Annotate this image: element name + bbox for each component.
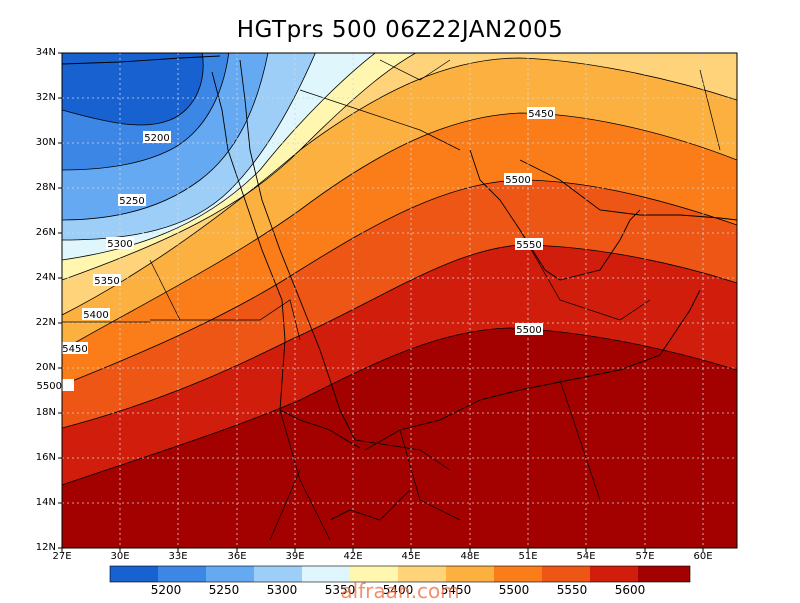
colorbar-swatch [302,566,350,582]
colorbar-swatch [494,566,542,582]
colorbar-label: 5550 [556,583,588,597]
contour-label: 5500 [37,381,62,392]
contour-label-bg [143,131,171,143]
map-title: HGTprs 500 06Z22JAN2005 [236,17,564,43]
lat-label: 14N [35,497,56,508]
borders [62,59,721,541]
lat-label: 34N [35,47,56,58]
lon-label: 51E [518,551,538,562]
contour-label-bg [515,323,543,335]
contour-label: 5250 [119,196,144,207]
colorbar-swatch [398,566,446,582]
colorbar-label: 5500 [498,583,530,597]
lat-label: 20N [35,362,56,373]
colorbar-swatch [542,566,590,582]
lat-label: 26N [35,227,56,238]
colorbar-label: 5200 [150,583,182,597]
gulf-coast [469,149,641,281]
colorbar-swatch [446,566,494,582]
contour-label-bg [527,107,555,119]
horn-africa [329,489,411,521]
axis-ticks [58,52,704,552]
lon-label: 54E [576,551,596,562]
contour-label: 5550 [516,240,541,251]
colorbar-swatch [590,566,638,582]
lon-label: 60E [693,551,713,562]
colorbar [109,565,691,583]
contour-label: 5450 [528,109,553,120]
colorbar-swatch [206,566,254,582]
contour-label-bg [118,194,146,206]
lon-label: 36E [227,551,247,562]
colorbar-label: 5450 [440,583,472,597]
contour-label-bg [504,173,532,185]
lon-label: 33E [168,551,188,562]
lat-label: 32N [35,92,56,103]
lon-label: 48E [460,551,480,562]
lat-label: 22N [35,317,56,328]
contour-label-bg [82,308,110,320]
lat-label: 12N [35,542,56,553]
lat-label: 24N [35,272,56,283]
lon-label: 45E [401,551,421,562]
lat-label: 30N [35,137,56,148]
contour-label: 5200 [144,133,169,144]
contour-label: 5300 [107,239,132,250]
iran-coast [519,159,737,221]
lon-label: 30E [110,551,130,562]
lon-label: 27E [52,551,72,562]
contour-label: 5450 [62,344,87,355]
contour-label-group: 5200 5250 5300 5350 5400 5450 5500 5450 … [37,107,555,392]
contour-label: 5500 [505,175,530,186]
colorbar-swatch [110,566,158,582]
colorbar-swatch [158,566,206,582]
lat-label: 16N [35,452,56,463]
contour-label-bg [62,342,88,354]
mediterranean-coast [62,55,221,65]
colorbar-label: 5600 [614,583,646,597]
arabian-sea-coast [364,289,701,451]
colorbar-swatch [638,566,690,582]
filled-contours [62,53,737,548]
colorbar-frame [109,565,691,583]
colorbar-label: 5350 [324,583,356,597]
colorbar-label: 5250 [208,583,240,597]
band-5050 [62,53,204,125]
contour-label-bg [515,238,543,250]
colorbar-label: 5300 [266,583,298,597]
contour-label: 5500 [516,325,541,336]
lon-label: 39E [285,551,305,562]
colorbar-swatch [350,566,398,582]
contour-label: 5350 [94,276,119,287]
map-frame [61,52,738,549]
contour-label-bg [62,379,74,391]
colorbar-swatch [254,566,302,582]
lon-label: 57E [635,551,655,562]
red-sea-coast-east [239,59,356,441]
lat-label: 28N [35,182,56,193]
lon-label: 42E [343,551,363,562]
contour-label-bg [106,237,134,249]
contour-label-bg [93,274,121,286]
colorbar-label: 5400 [382,583,414,597]
lat-label: 18N [35,407,56,418]
contour-label: 5400 [83,310,108,321]
